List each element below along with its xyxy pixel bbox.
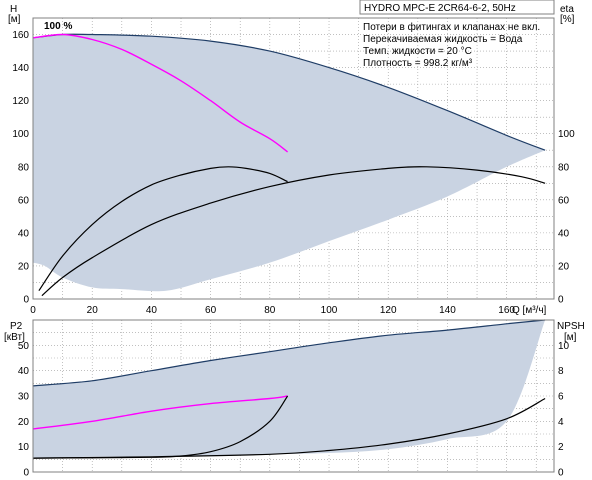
efficiency-curve	[38, 166, 288, 292]
y-tick-left-bottom: 20	[18, 417, 30, 428]
y-tick-left-top: 60	[18, 195, 30, 206]
envelope-edge-top	[32, 33, 546, 151]
x-tick-top: 80	[264, 305, 276, 316]
y-tick-right-bottom: 0	[558, 468, 564, 479]
y-tick-left-top: 120	[12, 96, 29, 107]
y-tick-left-top: 0	[23, 295, 29, 306]
title-box	[359, 0, 555, 15]
x-tick-top: 100	[321, 305, 338, 316]
pump-head-curve	[32, 33, 289, 153]
x-tick-top: 160	[498, 305, 515, 316]
y-tick-right-top: 80	[558, 162, 570, 173]
x-tick-top: 140	[439, 305, 456, 316]
y-tick-right-bottom: 4	[558, 417, 564, 428]
chart-title: HYDRO MPC-E 2CR64-6-2, 50Hz	[364, 3, 516, 14]
x-tick-top: 0	[30, 305, 36, 316]
ylabel-left-top-2: [м]	[8, 14, 21, 25]
y-tick-left-top: 100	[12, 129, 29, 140]
performance-panel: 0 20 40 60 80 100 120 140 160 0 20 40 60 80 100 0 20 40 60…	[8, 0, 575, 316]
envelope-area-bottom	[33, 320, 546, 459]
y-tick-right-top: 0	[558, 295, 564, 306]
y-tick-left-top: 140	[12, 63, 29, 74]
note-line-2: Перекачиваемая жидкость = Вода	[363, 34, 523, 45]
series-top	[32, 33, 546, 297]
ylabel-right-bottom-2: [м]	[564, 332, 577, 343]
note-line-3: Темп. жидкости = 20 °C	[363, 46, 472, 57]
ylabel-left-top-1: H	[10, 4, 17, 15]
note-line-4: Плотность = 998.2 кг/м³	[363, 58, 473, 69]
y-tick-right-bottom: 8	[558, 366, 564, 377]
x-tick-top: 40	[146, 305, 158, 316]
ticks-top: 0 20 40 60 80 100 120 140 160 0 20 40 60 80 100 0 20 40 60…	[12, 30, 575, 316]
y-tick-left-bottom: 30	[18, 392, 30, 403]
plot-frame-top	[32, 17, 555, 300]
efficiency-curve	[41, 166, 546, 297]
y-tick-left-bottom: 10	[18, 442, 30, 453]
xlabel-top: Q [м³/ч]	[512, 305, 547, 316]
y-tick-right-top: 20	[558, 261, 570, 272]
y-tick-right-top: 100	[558, 129, 575, 140]
ylabel-right-bottom-1: NPSH	[557, 321, 585, 332]
ylabel-left-bottom-2: [кВт]	[4, 332, 25, 343]
y-tick-right-bottom: 2	[558, 442, 564, 453]
power-npsh-panel: 0 10 20 30 40 50 0 2 4 6 8 10 P2 [кВт] NPSH [м]	[4, 319, 585, 479]
plot-frame-bottom	[32, 319, 555, 473]
ylabel-left-bottom-1: P2	[10, 321, 23, 332]
power-curve	[32, 395, 288, 430]
y-tick-right-top: 40	[558, 228, 570, 239]
y-tick-left-top: 20	[18, 261, 30, 272]
y-tick-right-bottom: 10	[558, 341, 570, 352]
note-line-1: Потери в фитингах и клапанах не вкл.	[363, 21, 540, 33]
y-tick-right-bottom: 6	[558, 392, 564, 403]
y-tick-left-top: 40	[18, 228, 30, 239]
x-tick-top: 120	[380, 305, 397, 316]
x-tick-top: 60	[205, 305, 217, 316]
envelope-edge-bottom	[32, 319, 546, 387]
ticks-bottom: 0 10 20 30 40 50 0 2 4 6 8 10	[18, 341, 570, 479]
y-tick-left-top: 80	[18, 162, 30, 173]
speed-label: 100 %	[44, 21, 72, 32]
y-tick-left-bottom: 0	[23, 468, 29, 479]
ylabel-right-top-2: [%]	[560, 14, 575, 25]
ylabel-right-top-1: eta	[560, 4, 574, 15]
y-tick-left-bottom: 50	[18, 341, 30, 352]
y-tick-left-bottom: 40	[18, 366, 30, 377]
x-tick-top: 20	[87, 305, 99, 316]
series-bottom	[32, 395, 546, 459]
y-tick-right-top: 60	[558, 195, 570, 206]
npsh-curve	[32, 397, 546, 459]
y-tick-left-top: 160	[12, 30, 29, 41]
